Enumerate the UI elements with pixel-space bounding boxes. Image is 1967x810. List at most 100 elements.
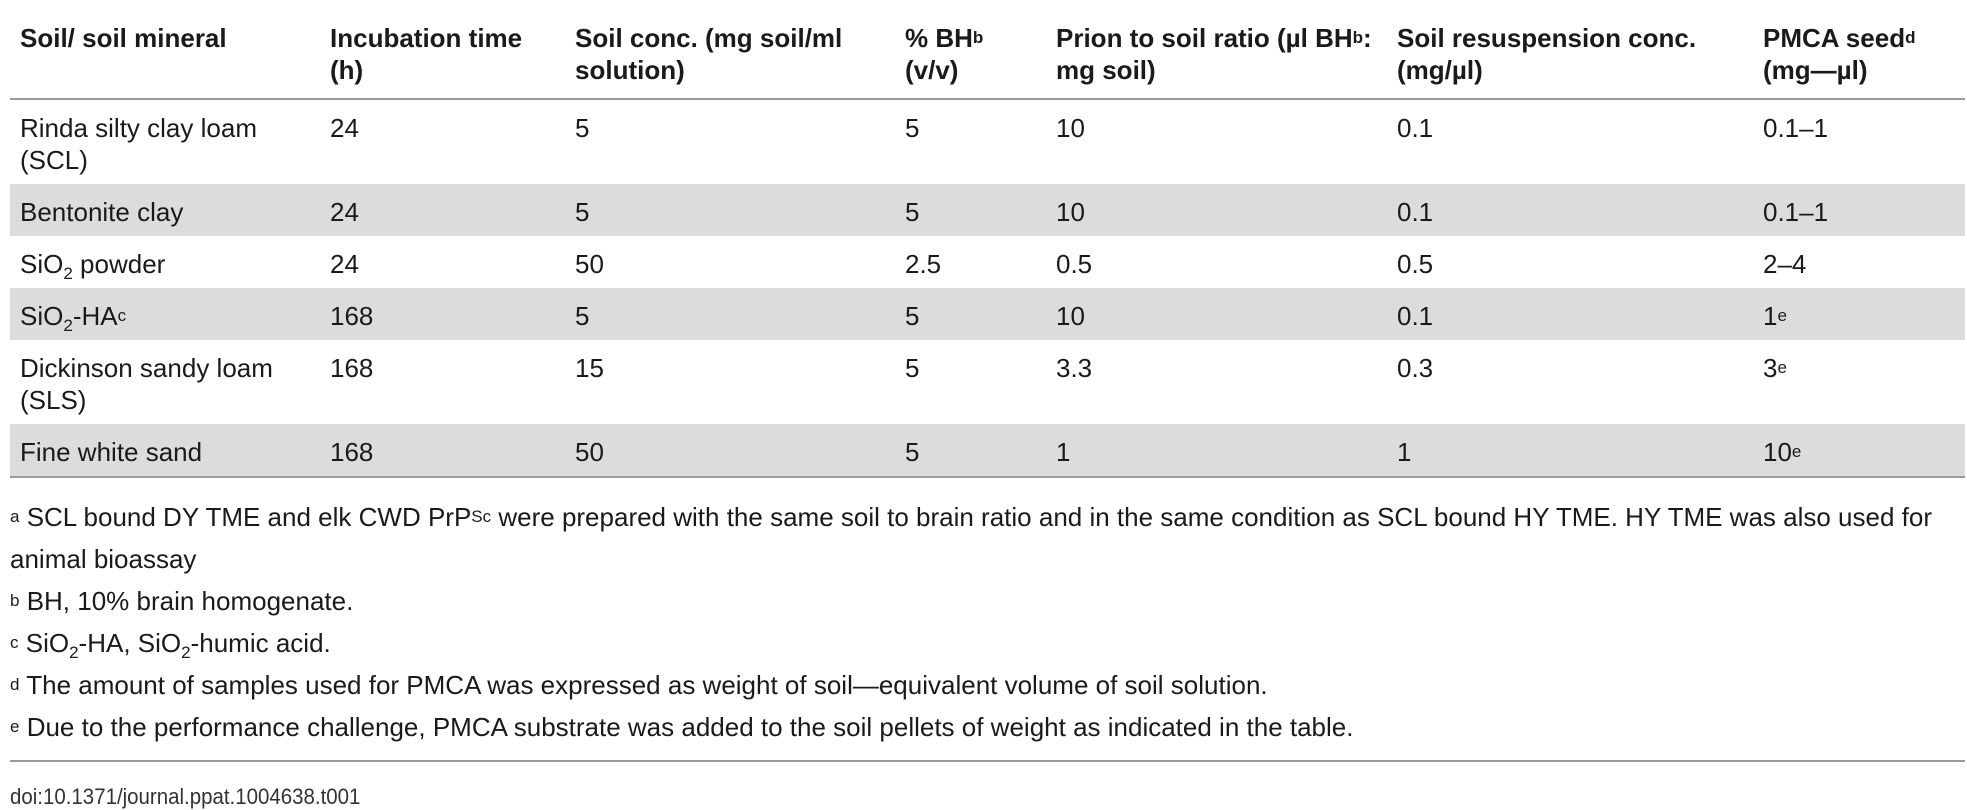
- cell-ratio: 10: [1056, 113, 1085, 143]
- cell-soil: SiO2 powder: [10, 236, 320, 288]
- cell-soil-text-end: -HA: [72, 301, 118, 331]
- cell-pmca-seed: 2–4: [1753, 236, 1965, 288]
- header-bh-unit: (v/v): [905, 55, 959, 85]
- cell-soil: Bentonite clay: [10, 184, 320, 236]
- header-soil-conc: Soil conc. (mg soil/ml solution): [565, 0, 895, 100]
- footnote-a: a SCL bound DY TME and elk CWD PrPSc wer…: [10, 496, 1955, 580]
- cell-bh: 5: [905, 113, 920, 143]
- cell-time: 24: [330, 249, 359, 279]
- header-resuspension-label: Soil resuspension conc. (mg/µl): [1397, 23, 1697, 85]
- table-body: Rinda silty clay loam (SCL) 24 5 5 10 0.…: [10, 99, 1965, 478]
- table-row: Dickinson sandy loam (SLS) 168 15 5 3.3 …: [10, 340, 1965, 424]
- cell-resuspension: 0.3: [1397, 353, 1434, 383]
- cell-time: 24: [320, 184, 565, 236]
- table-row: SiO2-HAc 168 5 5 10 0.1 1e: [10, 288, 1965, 340]
- cell-pmca-value: 2–4: [1763, 249, 1807, 279]
- cell-conc: 5: [565, 288, 895, 340]
- header-soil: Soil/ soil mineral: [10, 0, 320, 100]
- footnote-c: c SiO2-HA, SiO2-humic acid.: [10, 622, 1955, 664]
- footnote-e: e Due to the performance challenge, PMCA…: [10, 706, 1955, 748]
- footnote-d-mark: d: [10, 675, 20, 694]
- footnote-e-text: Due to the performance challenge, PMCA s…: [19, 712, 1354, 742]
- cell-pmca-value: 1: [1763, 301, 1778, 331]
- cell-pmca-sup: e: [1777, 306, 1787, 325]
- header-incubation-label: Incubation time (h): [330, 23, 523, 85]
- footnote-b-mark: b: [10, 591, 20, 610]
- header-pmca-sup: d: [1905, 28, 1916, 47]
- cell-ratio: 0.5: [1056, 249, 1093, 279]
- header-pmca-seed: PMCA seedd (mg—µl): [1753, 0, 1965, 100]
- footnote-d: d The amount of samples used for PMCA wa…: [10, 664, 1955, 706]
- cell-soil: Dickinson sandy loam (SLS): [20, 353, 273, 415]
- header-row: Soil/ soil mineral Incubation time (h) S…: [10, 0, 1965, 100]
- cell-pmca-seed: 3e: [1753, 340, 1965, 424]
- cell-conc: 5: [575, 113, 590, 143]
- cell-soil-text-end: powder: [72, 249, 166, 279]
- footnotes: a SCL bound DY TME and elk CWD PrPSc wer…: [10, 478, 1955, 748]
- cell-ratio: 10: [1046, 288, 1387, 340]
- cell-resuspension: 0.1: [1387, 184, 1753, 236]
- table-row: Bentonite clay 24 5 5 10 0.1 0.1–1: [10, 184, 1965, 236]
- cell-soil-text: SiO: [20, 301, 64, 331]
- cell-pmca-seed: 10e: [1753, 424, 1965, 478]
- cell-pmca-sup: e: [1777, 358, 1787, 377]
- cell-resuspension: 0.1: [1397, 113, 1434, 143]
- header-bh-sup: b: [972, 28, 984, 47]
- footnote-c-text-end: -humic acid.: [190, 628, 331, 658]
- cell-ratio: 10: [1046, 184, 1387, 236]
- cell-bh: 5: [895, 288, 1046, 340]
- footnote-b-text: BH, 10% brain homogenate.: [19, 586, 354, 616]
- cell-time: 24: [330, 113, 359, 143]
- cell-bh: 2.5: [905, 249, 942, 279]
- footnote-a-text: SCL bound DY TME and elk CWD PrP: [19, 502, 472, 532]
- header-ratio-unit: : mg soil): [1056, 23, 1372, 85]
- cell-conc: 50: [575, 249, 604, 279]
- cell-pmca-sup: e: [1791, 442, 1802, 461]
- footnote-c-text: SiO: [18, 628, 70, 658]
- footnote-a-text-end: were prepared with the same soil to brai…: [10, 502, 1932, 574]
- header-incubation-time: Incubation time (h): [320, 0, 565, 100]
- header-ratio-sup: b: [1352, 28, 1364, 47]
- footnote-c-sub: 2: [181, 643, 191, 662]
- footnote-d-text: The amount of samples used for PMCA was …: [19, 670, 1268, 700]
- cell-bh: 5: [905, 353, 920, 383]
- cell-time: 168: [320, 424, 565, 478]
- cell-bh: 5: [895, 424, 1046, 478]
- header-ratio: Prion to soil ratio (µl BHb: mg soil): [1046, 0, 1387, 100]
- table-row: SiO2 powder 24 50 2.5 0.5 0.5 2–4: [10, 236, 1965, 288]
- cell-soil: Rinda silty clay loam (SCL): [20, 113, 257, 175]
- cell-conc: 50: [565, 424, 895, 478]
- cell-pmca-seed: 0.1–1: [1753, 99, 1965, 184]
- cell-soil-sub: 2: [63, 264, 73, 283]
- cell-bh: 5: [895, 184, 1046, 236]
- cell-soil-text: SiO: [20, 249, 64, 279]
- header-pmca-label: PMCA seed: [1763, 23, 1906, 53]
- cell-resuspension: 0.5: [1397, 249, 1434, 279]
- cell-pmca-seed: 0.1–1: [1753, 184, 1965, 236]
- footnote-a-mark: a: [10, 507, 20, 526]
- header-ratio-label: Prion to soil ratio (µl BH: [1056, 23, 1353, 53]
- header-pmca-unit: (mg—µl): [1763, 55, 1868, 85]
- footnote-b: b BH, 10% brain homogenate.: [10, 580, 1955, 622]
- cell-pmca-value: 0.1–1: [1763, 197, 1829, 227]
- header-soil-label: Soil/ soil mineral: [20, 23, 227, 53]
- cell-ratio: 1: [1046, 424, 1387, 478]
- cell-soil-sub: 2: [63, 316, 73, 335]
- cell-pmca-seed: 1e: [1753, 288, 1965, 340]
- cell-time: 168: [320, 288, 565, 340]
- header-resuspension: Soil resuspension conc. (mg/µl): [1387, 0, 1753, 100]
- cell-pmca-value: 0.1–1: [1763, 113, 1829, 143]
- doi-link[interactable]: doi:10.1371/journal.ppat.1004638.t001: [10, 784, 361, 809]
- cell-conc: 15: [575, 353, 604, 383]
- footnote-a-sup: Sc: [471, 507, 492, 526]
- table-row: Rinda silty clay loam (SCL) 24 5 5 10 0.…: [10, 99, 1965, 184]
- header-bh: % BHb (v/v): [895, 0, 1046, 100]
- cell-resuspension: 1: [1387, 424, 1753, 478]
- cell-pmca-value: 10: [1763, 437, 1792, 467]
- cell-ratio: 3.3: [1056, 353, 1093, 383]
- cell-conc: 5: [565, 184, 895, 236]
- divider: [10, 760, 1965, 762]
- footnote-c-text-mid: -HA, SiO: [78, 628, 182, 658]
- footnote-e-mark: e: [10, 717, 20, 736]
